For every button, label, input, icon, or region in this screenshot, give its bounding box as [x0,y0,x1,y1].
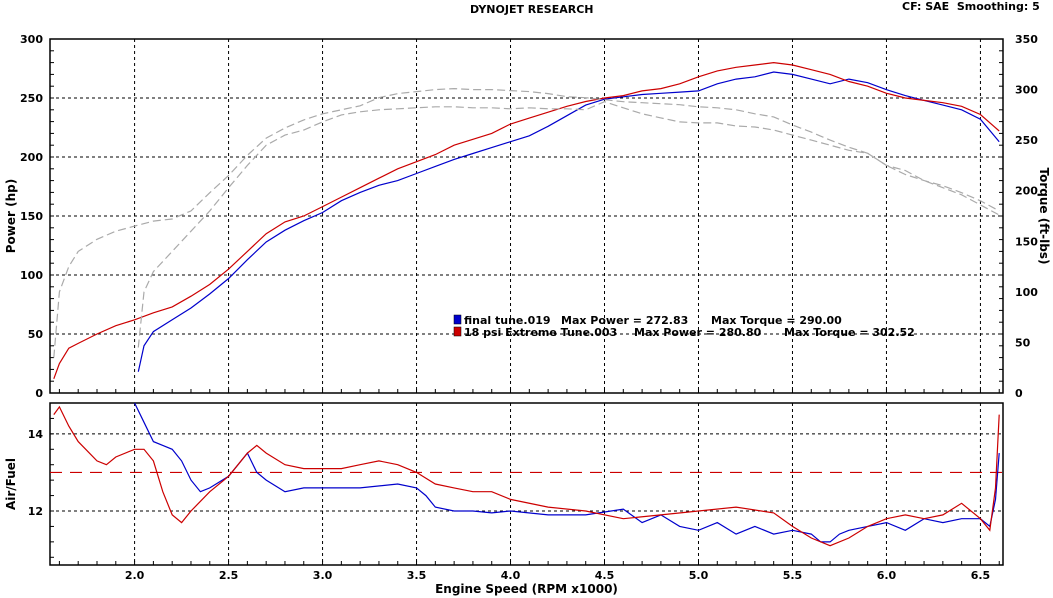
y-tick-label-afr: 14 [28,428,44,441]
y-tick-label-afr: 12 [28,505,43,518]
y-axis-label-afr: Air/Fuel [4,458,18,510]
power-line-final-tune [137,71,1000,372]
y-tick-label-torque: 100 [1015,286,1038,299]
power-line-extreme-tune [53,61,1000,380]
y-tick-label-torque: 50 [1015,336,1031,349]
afr-line-extreme-tune [53,405,1000,547]
legend-max-power-final-tune: Max Power = 272.83 [561,314,688,327]
power-torque-panel: 0 50 100 150 200 250 300 0 50 100 150 200 250 300 350 P… [4,33,1051,400]
x-tick-label: 3.0 [313,569,333,582]
y-tick-label-power: 50 [28,328,44,341]
legend-max-power-extreme-tune: Max Power = 280.80 [634,326,762,339]
legend-run-final-tune: final tune.019 [464,314,551,327]
x-tick-label: 5.5 [783,569,803,582]
x-tick-label: 6.0 [877,569,897,582]
x-axis-label: Engine Speed (RPM x1000) [435,582,618,596]
y-tick-label-torque: 200 [1015,185,1038,198]
torque-line-final-tune [137,101,1000,348]
y-tick-label-power: 250 [20,92,43,105]
y-tick-label-torque: 250 [1015,134,1038,147]
legend-max-torque-extreme-tune: Max Torque = 302.52 [784,326,915,339]
legend-swatch-final-tune [453,314,462,325]
x-tick-label: 2.5 [219,569,239,582]
y-tick-label-power: 0 [35,387,43,400]
y-tick-label-power: 200 [20,151,43,164]
legend-run-extreme-tune: 18 psi Extreme Tune.003 [464,326,617,339]
legend-swatch-extreme-tune [453,326,462,337]
x-tick-label: 3.5 [407,569,427,582]
air-fuel-panel: 2.0 2.5 3.0 3.5 4.0 4.5 5.0 5.5 6.0 6.5 12 14 Air/Fu… [4,402,1004,596]
correction-factor-label: CF: SAE Smoothing: 5 [902,0,1040,13]
x-tick-label: 4.0 [501,569,521,582]
y-tick-label-power: 100 [20,269,43,282]
y-tick-label-torque: 300 [1015,84,1038,97]
air-fuel-frame [49,402,1004,566]
torque-line-extreme-tune [53,87,1000,358]
y-tick-label-power: 150 [20,210,43,223]
chart-title: DYNOJET RESEARCH [470,3,594,16]
y-tick-label-torque: 0 [1015,387,1023,400]
y-tick-label-torque: 350 [1015,33,1038,46]
x-tick-label: 5.0 [689,569,709,582]
legend-max-torque-final-tune: Max Torque = 290.00 [711,314,842,327]
y-tick-label-torque: 150 [1015,235,1038,248]
legend: final tune.019 Max Power = 272.83 Max To… [453,314,915,339]
afr-line-final-tune [134,402,1000,543]
x-tick-label: 2.0 [125,569,145,582]
x-tick-label: 4.5 [595,569,615,582]
x-tick-label: 6.5 [971,569,991,582]
y-tick-label-power: 300 [20,33,43,46]
y-axis-label-torque: Torque (ft-lbs) [1037,168,1051,265]
y-axis-label-power: Power (hp) [4,179,18,253]
